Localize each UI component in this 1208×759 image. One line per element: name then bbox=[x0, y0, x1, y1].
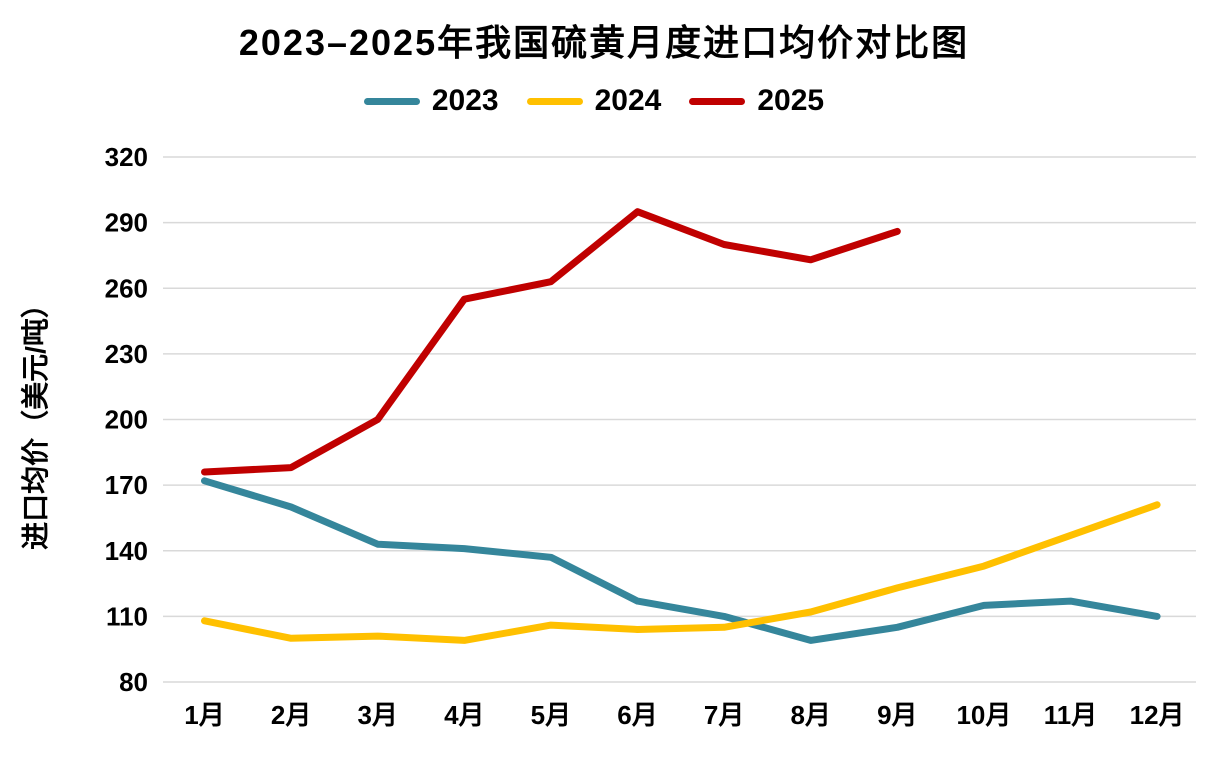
y-tick-label-170: 170 bbox=[105, 470, 148, 500]
y-tick-label-290: 290 bbox=[105, 208, 148, 238]
x-tick-label-9月: 9月 bbox=[877, 700, 917, 730]
y-tick-label-200: 200 bbox=[105, 405, 148, 435]
x-tick-label-10月: 10月 bbox=[956, 700, 1011, 730]
legend-item-2023: 2023 bbox=[363, 84, 499, 117]
x-tick-label-4月: 4月 bbox=[444, 700, 484, 730]
series-line-2024 bbox=[201, 501, 1161, 644]
x-tick-label-1月: 1月 bbox=[184, 700, 224, 730]
series-line-2025 bbox=[201, 208, 901, 476]
y-tick-label-260: 260 bbox=[105, 273, 148, 303]
legend-label-2024: 2024 bbox=[594, 84, 662, 117]
legend-item-2024: 2024 bbox=[526, 84, 662, 117]
x-tick-label-11月: 11月 bbox=[1044, 700, 1098, 730]
x-tick-label-3月: 3月 bbox=[357, 700, 397, 730]
chart-title: 2023–2025年我国硫黄月度进口均价对比图 bbox=[238, 22, 970, 63]
y-tick-label-110: 110 bbox=[106, 601, 148, 631]
legend-item-2025: 2025 bbox=[689, 86, 824, 116]
y-tick-label-230: 230 bbox=[105, 339, 148, 369]
x-tick-label-8月: 8月 bbox=[790, 700, 830, 730]
legend-label-2025: 2025 bbox=[757, 84, 825, 117]
x-tick-label-5月: 5月 bbox=[531, 700, 571, 730]
x-tick-label-2月: 2月 bbox=[271, 700, 311, 730]
legend-swatch-2025 bbox=[689, 97, 746, 105]
legend-swatch-2024 bbox=[526, 97, 583, 105]
x-tick-label-6月: 6月 bbox=[617, 700, 657, 730]
legend-label-2023: 2023 bbox=[431, 84, 499, 117]
x-tick-label-12月: 12月 bbox=[1130, 700, 1185, 730]
x-tick-label-7月: 7月 bbox=[704, 700, 744, 730]
series-line-2023 bbox=[201, 477, 1161, 644]
legend: 2023 2024 2025 bbox=[0, 86, 1198, 116]
y-tick-label-320: 320 bbox=[105, 142, 148, 172]
y-tick-label-140: 140 bbox=[105, 536, 148, 566]
legend-swatch-2023 bbox=[363, 97, 420, 105]
y-tick-label-80: 80 bbox=[119, 667, 148, 697]
